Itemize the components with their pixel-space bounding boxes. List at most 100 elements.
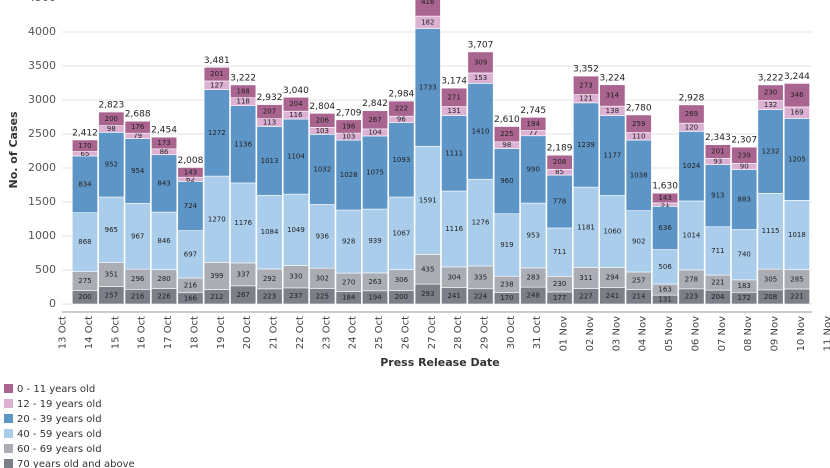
segment-label: 399 [210, 272, 223, 280]
segment-label: 51 [661, 201, 670, 209]
segment-label: 153 [474, 74, 487, 82]
legend-label: 70 years old and above [17, 459, 135, 468]
segment-label: 1038 [630, 171, 648, 179]
legend-label: 0 - 11 years old [17, 384, 95, 395]
segment-label: 77 [529, 129, 538, 137]
segment-label: 346 [790, 91, 804, 99]
segment-label: 939 [368, 237, 381, 245]
segment-label: 292 [263, 275, 276, 283]
bar-segment [678, 104, 705, 124]
segment-label: 173 [157, 139, 170, 147]
bar-segment [704, 164, 731, 228]
segment-label: 206 [316, 116, 330, 124]
bar-segment [362, 110, 389, 130]
bar-segment [151, 136, 178, 150]
legend-swatch [4, 384, 13, 393]
x-tick-label: 28 Oct [453, 316, 464, 349]
segment-label: 200 [78, 293, 91, 301]
segment-label: 335 [474, 273, 487, 281]
y-tick-label: 3000 [28, 93, 56, 106]
segment-label: 200 [395, 293, 408, 301]
segment-label: 697 [184, 250, 197, 258]
segment-label: 913 [711, 192, 724, 200]
bar-segment [783, 83, 810, 108]
x-tick-label: 05 Nov [664, 316, 675, 352]
y-tick-label: 500 [35, 263, 56, 276]
total-label: 3,222 [230, 73, 256, 83]
segment-label: 98 [502, 141, 511, 149]
y-tick-label: 2000 [28, 161, 56, 174]
y-tick-label: 1500 [28, 195, 56, 208]
segment-label: 1111 [445, 149, 463, 157]
legend-label: 20 - 39 years old [17, 414, 102, 425]
bar-segment [282, 193, 309, 266]
segment-label: 285 [790, 275, 803, 283]
segment-label: 1270 [208, 215, 226, 223]
total-label: 2,412 [72, 128, 98, 138]
segment-label: 172 [738, 294, 751, 302]
segment-label: 965 [105, 226, 118, 234]
x-tick-label: 15 Oct [110, 316, 121, 349]
segment-label: 1067 [392, 229, 410, 237]
segment-label: 212 [210, 293, 223, 301]
segment-label: 314 [606, 91, 620, 99]
segment-label: 1232 [762, 147, 780, 155]
segment-label: 208 [553, 158, 566, 166]
segment-label: 230 [553, 280, 566, 288]
segment-label: 304 [447, 273, 461, 281]
x-tick-label: 19 Oct [216, 316, 227, 349]
x-tick-label: 11 Nov [822, 316, 830, 352]
bar-segment [124, 138, 151, 204]
segment-label: 1733 [419, 83, 437, 91]
total-label: 2,189 [547, 144, 573, 154]
segment-label: 293 [421, 290, 434, 298]
total-label: 3,040 [283, 86, 309, 96]
segment-label: 306 [395, 276, 409, 284]
segment-label: 224 [474, 292, 488, 300]
bar-segment [704, 144, 731, 159]
segment-label: 1093 [392, 156, 410, 164]
bar-segment [652, 206, 679, 250]
segment-label: 223 [685, 292, 698, 300]
segment-label: 967 [131, 232, 144, 240]
bar-segment [282, 118, 309, 195]
segment-label: 225 [500, 130, 513, 138]
x-tick-label: 20 Oct [242, 316, 253, 349]
segment-label: 309 [474, 58, 487, 66]
x-tick-label: 16 Oct [137, 316, 148, 349]
segment-label: 110 [632, 132, 645, 140]
segment-label: 636 [658, 224, 672, 232]
segment-label: 62 [186, 175, 195, 183]
segment-label: 280 [157, 275, 170, 283]
segment-label: 127 [210, 81, 223, 89]
segment-label: 1410 [472, 127, 490, 135]
segment-label: 103 [316, 127, 329, 135]
segment-label: 221 [711, 279, 724, 287]
segment-label: 201 [711, 148, 724, 156]
bar-segment [520, 117, 547, 131]
segment-label: 902 [632, 237, 645, 245]
segment-label: 169 [790, 109, 803, 117]
segment-label: 200 [105, 115, 118, 123]
segment-label: 269 [685, 110, 698, 118]
y-tick-label: 1000 [28, 229, 56, 242]
legend-swatch [4, 444, 13, 453]
y-tick-label: 2500 [28, 127, 56, 140]
segment-label: 740 [738, 251, 751, 259]
segment-label: 188 [236, 87, 249, 95]
segment-label: 183 [738, 282, 751, 290]
total-label: 2,688 [125, 110, 151, 120]
x-tick-label: 10 Nov [796, 316, 807, 352]
segment-label: 711 [553, 248, 566, 256]
segment-label: 1013 [261, 157, 279, 165]
segment-label: 207 [263, 108, 276, 116]
legend-swatch [4, 429, 13, 438]
bar-segment [98, 132, 125, 198]
x-tick-label: 07 Nov [717, 316, 728, 352]
total-label: 2,343 [705, 133, 731, 143]
segment-label: 267 [368, 116, 381, 124]
segment-label: 1014 [683, 231, 701, 239]
x-tick-label: 01 Nov [559, 316, 570, 352]
bar-segment [678, 131, 705, 202]
x-tick-label: 17 Oct [163, 316, 174, 349]
